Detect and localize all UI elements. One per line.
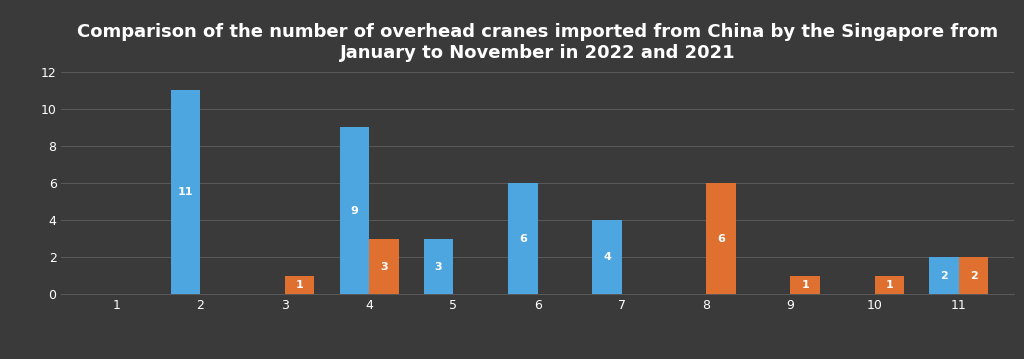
- Text: 6: 6: [717, 234, 725, 244]
- Title: Comparison of the number of overhead cranes imported from China by the Singapore: Comparison of the number of overhead cra…: [77, 23, 998, 62]
- Bar: [874, 276, 904, 294]
- Text: 6: 6: [519, 234, 526, 244]
- Text: 1: 1: [886, 280, 893, 290]
- Bar: [285, 276, 314, 294]
- Bar: [707, 183, 735, 294]
- Bar: [424, 239, 454, 294]
- Text: 3: 3: [435, 262, 442, 271]
- Bar: [930, 257, 959, 294]
- Bar: [959, 257, 988, 294]
- Text: 11: 11: [178, 187, 194, 197]
- Text: 3: 3: [380, 262, 388, 271]
- Text: 9: 9: [350, 206, 358, 216]
- Bar: [340, 127, 369, 294]
- Text: 1: 1: [296, 280, 303, 290]
- Bar: [592, 220, 622, 294]
- Bar: [171, 90, 201, 294]
- Bar: [369, 239, 398, 294]
- Text: 1: 1: [802, 280, 809, 290]
- Text: 4: 4: [603, 252, 611, 262]
- Bar: [791, 276, 820, 294]
- Text: 2: 2: [940, 271, 948, 281]
- Bar: [508, 183, 538, 294]
- Text: 2: 2: [970, 271, 978, 281]
